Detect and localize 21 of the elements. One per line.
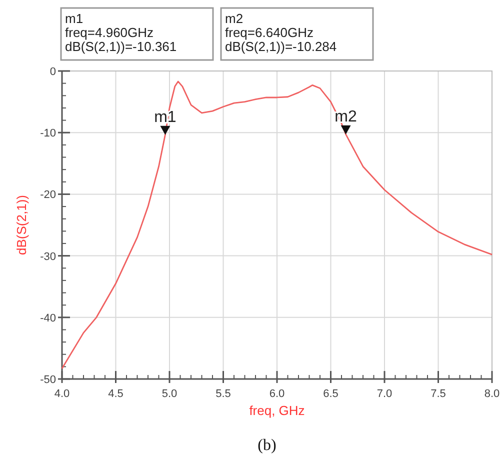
y-tick-label: -40: [40, 312, 56, 324]
y-axis-title: dB(S(2,1)): [14, 195, 29, 255]
x-tick-label: 8.0: [484, 388, 500, 400]
text: (b): [258, 437, 276, 454]
text: m2 freq=6.640GHz dB(S(2,1))=-10.284: [225, 11, 337, 54]
y-tick-label: -50: [40, 374, 56, 386]
x-axis-title: freq, GHz: [249, 403, 305, 418]
x-tick-label: 6.0: [269, 388, 285, 400]
y-tick-label: -20: [40, 189, 56, 202]
y-tick-label: 0: [50, 66, 56, 78]
x-tick-label: 6.5: [323, 388, 338, 400]
x-tick-label: 4.5: [108, 388, 124, 400]
line-series: [61, 80, 493, 370]
y-tick-label: -30: [40, 250, 56, 263]
x-tick-label: 7.5: [430, 388, 446, 400]
y-tick-label: -10: [40, 128, 56, 140]
x-tick-label: 4.0: [54, 388, 70, 400]
x-tick-label: 7.0: [376, 388, 392, 400]
text: m1 freq=4.960GHz dB(S(2,1))=-10.361: [65, 11, 177, 54]
x-tick-label: 5.0: [162, 388, 178, 400]
x-tick-label: 5.5: [216, 388, 231, 400]
